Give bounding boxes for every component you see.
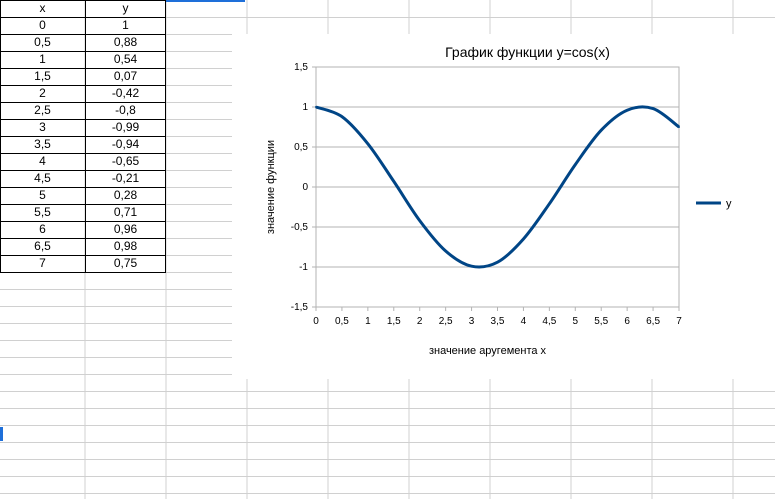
- table-cell-y[interactable]: -0,8: [115, 103, 136, 117]
- header-cell-x[interactable]: x: [39, 1, 46, 15]
- x-tick-label: 6,5: [646, 316, 660, 327]
- legend-label: y: [726, 198, 732, 210]
- data-point: [315, 106, 317, 108]
- x-tick-label: 0,5: [335, 316, 349, 327]
- table-cell-y[interactable]: 0,71: [113, 205, 138, 219]
- active-cell-indicator: [166, 0, 245, 2]
- table-cell-x[interactable]: 1,5: [34, 69, 51, 83]
- x-tick-label: 7: [676, 316, 682, 327]
- table-cell-x[interactable]: 3: [39, 120, 46, 134]
- chart-area[interactable]: 1,5 1 0,5 0 -0,5 -1 -1,5 0 0,5 1 1,5 2 2,5 3 3,5 4 4,5 5 5…: [232, 34, 775, 379]
- header-cell-y[interactable]: y: [122, 1, 129, 15]
- y-tick-label: -1,5: [291, 302, 309, 313]
- y-tick-label: -0,5: [291, 222, 309, 233]
- y-axis-label: значение функции: [265, 140, 277, 234]
- x-tick-label: 0: [313, 316, 319, 327]
- table-cell-x[interactable]: 5,5: [34, 205, 51, 219]
- y-tick-label: 1: [302, 102, 308, 113]
- table-cell-x[interactable]: 2: [39, 86, 46, 100]
- table-cell-x[interactable]: 6,5: [34, 239, 51, 253]
- table-cell-x[interactable]: 2,5: [34, 103, 51, 117]
- row-selection-marker: [0, 427, 3, 441]
- table-cell-y[interactable]: 0,88: [113, 35, 138, 49]
- x-tick-label: 4: [521, 316, 527, 327]
- table-cell-y[interactable]: -0,21: [111, 171, 140, 185]
- table-cell-y[interactable]: -0,94: [111, 137, 140, 151]
- table-cell-x[interactable]: 7: [39, 256, 46, 270]
- chart-title: График функции y=cos(x): [445, 44, 610, 60]
- data-point: [626, 109, 629, 112]
- data-point: [366, 142, 369, 145]
- table-cell-y[interactable]: 1: [122, 18, 129, 32]
- table-cell-x[interactable]: 6: [39, 222, 46, 236]
- table-cell-x[interactable]: 3,5: [34, 137, 51, 151]
- x-tick-label: 2,5: [439, 316, 453, 327]
- table-cell-y[interactable]: 0,54: [113, 52, 138, 66]
- x-tick-label: 1,5: [387, 316, 401, 327]
- data-point: [418, 219, 421, 222]
- data-point: [392, 180, 395, 183]
- y-tick-label: -1: [299, 262, 308, 273]
- data-point: [470, 265, 473, 268]
- data-point: [522, 238, 525, 240]
- x-tick-label: 3,5: [491, 316, 505, 327]
- table-cell-x[interactable]: 1: [39, 52, 46, 66]
- table-cell-x[interactable]: 0,5: [34, 35, 51, 49]
- data-point: [444, 250, 447, 252]
- y-tick-label: 1,5: [294, 62, 308, 73]
- y-tick-label: 0,5: [294, 142, 308, 153]
- x-tick-label: 5: [573, 316, 579, 327]
- table-cell-x[interactable]: 0: [39, 18, 46, 32]
- data-point: [678, 126, 680, 128]
- x-tick-label: 6: [624, 316, 630, 327]
- table-cell-y[interactable]: 0,28: [113, 188, 138, 202]
- table-cell-y[interactable]: -0,99: [111, 120, 140, 134]
- data-point: [340, 115, 343, 118]
- line-chart[interactable]: 1,5 1 0,5 0 -0,5 -1 -1,5 0 0,5 1 1,5 2 2,5 3 3,5 4 4,5 5 5…: [232, 34, 775, 379]
- table-cell-y[interactable]: 0,07: [113, 69, 138, 83]
- table-cell-x[interactable]: 5: [39, 188, 46, 202]
- table-cell-y[interactable]: 0,96: [113, 222, 138, 236]
- data-point: [496, 261, 499, 264]
- data-point: [652, 107, 655, 110]
- table-cell-y[interactable]: -0,42: [111, 86, 140, 100]
- table-cell-y[interactable]: 0,98: [113, 239, 138, 253]
- x-tick-label: 3: [469, 316, 475, 327]
- x-tick-label: 5,5: [594, 316, 608, 327]
- data-point: [574, 163, 577, 166]
- data-point: [600, 129, 603, 132]
- x-axis-label: значение аругемента x: [429, 345, 547, 357]
- table-cell-y[interactable]: 0,75: [113, 256, 138, 270]
- table-cell-x[interactable]: 4,5: [34, 171, 51, 185]
- x-tick-label: 1: [365, 316, 371, 327]
- x-tick-label: 4,5: [542, 316, 556, 327]
- y-tick-label: 0: [302, 182, 308, 193]
- x-tick-label: 2: [417, 316, 423, 327]
- table-cell-y[interactable]: -0,65: [111, 154, 140, 168]
- table-cell-x[interactable]: 4: [39, 154, 46, 168]
- data-point: [548, 202, 551, 205]
